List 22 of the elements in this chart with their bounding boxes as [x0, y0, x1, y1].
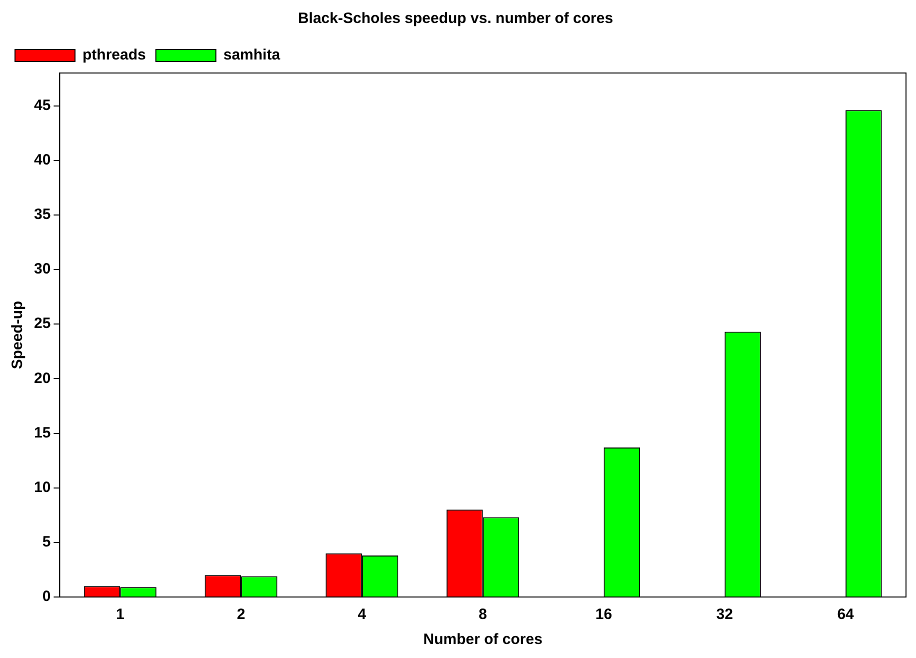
y-tick-label: 45: [34, 96, 51, 114]
x-tick-label: 4: [358, 606, 367, 624]
y-tick-label: 35: [34, 206, 51, 224]
y-tick-label: 15: [34, 424, 51, 442]
y-tick-label: 25: [34, 315, 51, 332]
y-axis-title: Speed-up: [9, 300, 26, 370]
x-tick-label: 16: [595, 606, 612, 624]
x-tick-label: 32: [716, 606, 733, 624]
chart-title: Black-Scholes speedup vs. number of cores: [298, 10, 614, 28]
x-axis-title: Number of cores: [423, 631, 542, 648]
y-tick-label: 30: [34, 260, 51, 278]
x-tick-label: 64: [837, 606, 855, 624]
legend-label: samhita: [223, 46, 281, 64]
x-tick-label: 8: [478, 606, 488, 624]
x-tick-label: 2: [236, 606, 246, 624]
x-tick-label: 1: [116, 606, 124, 624]
y-tick-label: 20: [34, 370, 51, 387]
y-tick-label: 0: [42, 588, 51, 606]
y-tick-label: 10: [34, 478, 51, 496]
y-tick-label: 5: [42, 534, 51, 551]
legend-label: pthreads: [82, 46, 146, 64]
y-tick-label: 40: [34, 151, 51, 168]
